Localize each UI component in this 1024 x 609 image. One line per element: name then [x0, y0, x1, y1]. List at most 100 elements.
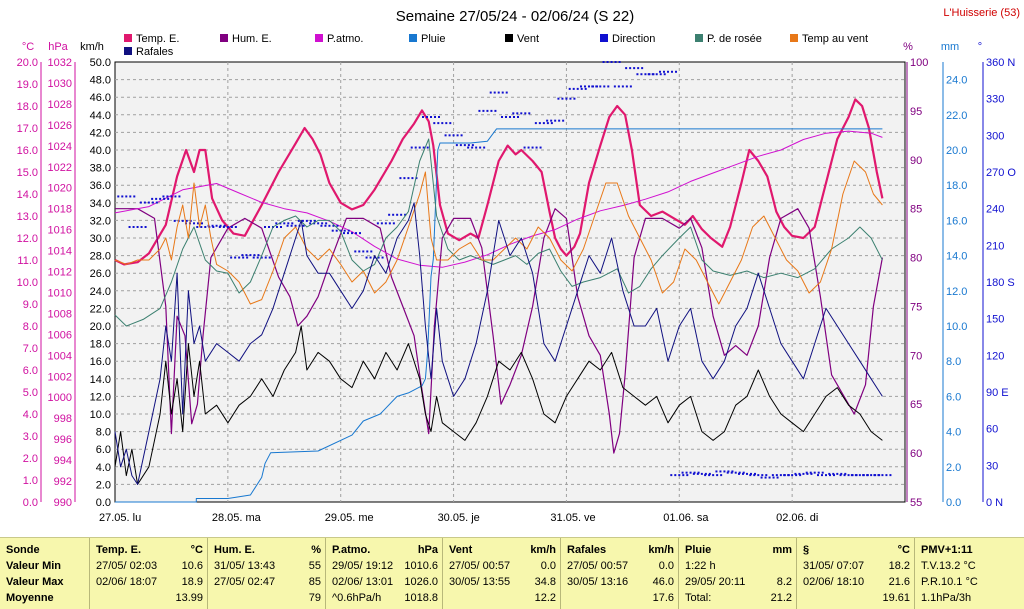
direction-point [268, 256, 271, 259]
sonde-label: Sonde [6, 544, 40, 556]
direction-point [603, 85, 606, 88]
direction-point [249, 254, 252, 257]
direction-point [749, 474, 752, 477]
direction-tick-label: 300 [986, 130, 1004, 142]
summary-rafales-column: Rafales km/h 27/05/ 00:57 0.0 30/05/ 13:16… [560, 538, 678, 609]
temp-tick-label: 6.0 [23, 365, 38, 377]
pressure-tick-label: 1008 [48, 308, 72, 320]
direction-point [821, 471, 824, 474]
direction-point [828, 472, 831, 475]
wind-tick-label: 50.0 [90, 57, 111, 69]
temp-max-value: 18.9 [181, 576, 203, 588]
hum-max-value: 85 [308, 576, 321, 588]
series-line-hum [115, 208, 883, 454]
temp-tick-label: 12.0 [17, 233, 38, 245]
pressure-tick-label: 1022 [48, 162, 72, 174]
rosee-unit: °C [897, 544, 910, 556]
temp-tick-label: 16.0 [17, 145, 38, 157]
pressure-tick-label: 1000 [48, 392, 72, 404]
pressure-tick-label: 1012 [48, 267, 72, 279]
chart-legend: Temp. E. Hum. E. P.atmo. Pluie Vent Direction… [124, 33, 868, 58]
direction-point [494, 109, 497, 112]
direction-point [569, 97, 572, 100]
chart-title: Semaine 27/05/24 - 02/06/24 (S 22) [396, 8, 635, 25]
hum-avg: 79 [308, 592, 321, 604]
direction-point [779, 474, 782, 477]
direction-point [167, 197, 170, 200]
direction-point [448, 134, 451, 137]
direction-point [576, 87, 579, 90]
wind-tick-label: 30.0 [90, 233, 111, 245]
humidity-tick-label: 100 [910, 57, 928, 69]
series-line-temp [114, 98, 884, 266]
direction-point [754, 472, 756, 475]
direction-point [388, 213, 391, 216]
direction-point [434, 116, 436, 118]
direction-point [223, 224, 226, 227]
direction-point [621, 85, 624, 88]
legend-label-tempvent: Temp au vent [802, 33, 868, 45]
pressure-tick-label: 1014 [48, 246, 72, 258]
legend-label-temp: Temp. E. [136, 33, 179, 45]
direction-point [166, 195, 169, 198]
direction-tick-label: 150 [986, 314, 1004, 326]
direction-point [829, 474, 831, 477]
direction-point [264, 226, 266, 228]
direction-point [143, 201, 146, 204]
direction-point [159, 197, 162, 200]
wind-tick-label: 24.0 [90, 286, 111, 298]
direction-point [286, 224, 289, 227]
rosee-min-value: 18.2 [888, 560, 910, 572]
direction-point [252, 256, 255, 259]
direction-point [534, 122, 537, 125]
direction-point [215, 224, 218, 227]
direction-point [276, 226, 278, 228]
direction-point [370, 250, 373, 253]
patmo-max-date: 02/06/ 13:01 [332, 576, 394, 588]
direction-point [568, 87, 571, 90]
legend-swatch-rafales [124, 47, 132, 55]
direction-point [505, 91, 508, 94]
direction-point [426, 146, 429, 149]
vent-title: Vent [449, 544, 473, 556]
direction-point [542, 122, 545, 125]
direction-point [671, 70, 673, 73]
direction-point [144, 226, 147, 228]
direction-point [629, 67, 632, 70]
direction-point [426, 116, 428, 118]
humidity-tick-label: 90 [910, 155, 922, 167]
pressure-tick-label: 1006 [48, 329, 72, 341]
direction-point [565, 97, 568, 100]
direction-point [459, 144, 462, 147]
direction-point [260, 256, 263, 259]
series-line-tempvent [114, 160, 883, 305]
direction-point [832, 472, 835, 475]
rain-tick-label: 14.0 [946, 251, 967, 263]
direction-point [806, 472, 809, 475]
unit-label-rain: mm [941, 41, 959, 53]
hum-min-value: 55 [308, 560, 321, 572]
direction-point [478, 109, 481, 112]
direction-point [692, 472, 695, 475]
direction-point [641, 67, 644, 70]
direction-point [482, 109, 485, 112]
pressure-tick-label: 1030 [48, 78, 72, 90]
direction-point [697, 471, 700, 474]
rafales-max-value: 46.0 [652, 576, 674, 588]
direction-point [136, 226, 139, 228]
direction-point [708, 472, 711, 475]
direction-point [128, 226, 131, 228]
direction-point [870, 474, 873, 477]
direction-point [659, 73, 662, 76]
direction-point [410, 146, 413, 149]
direction-point [117, 195, 120, 198]
direction-tick-label: 240 [986, 204, 1004, 216]
rain-tick-label: 24.0 [946, 75, 967, 87]
legend-swatch-hum [220, 34, 228, 42]
temp-min-value: 10.6 [181, 560, 203, 572]
pluie-unit: mm [772, 544, 792, 556]
direction-point [324, 224, 327, 227]
direction-point [637, 67, 640, 70]
direction-point [633, 67, 636, 70]
rafales-unit: km/h [648, 544, 674, 556]
